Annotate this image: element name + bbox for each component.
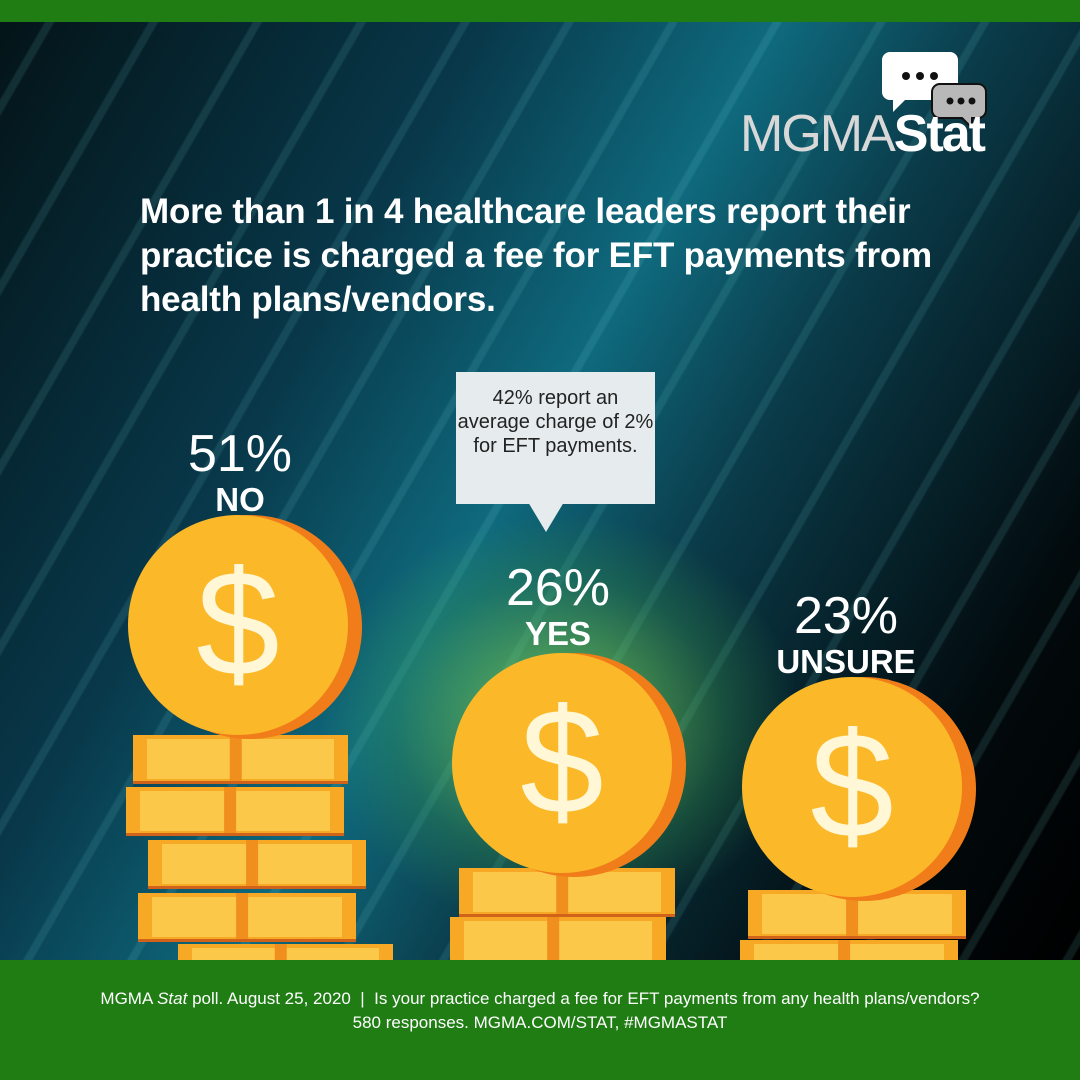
category-label: YES xyxy=(524,615,592,652)
top-bar xyxy=(0,0,1080,22)
callout-bubble: 42% report an average charge of 2% for E… xyxy=(456,372,655,532)
logo-text: MGMAStat xyxy=(740,105,986,163)
stacked-coin xyxy=(126,787,344,836)
stacked-coin xyxy=(450,917,666,960)
footer-line-1: MGMA Stat poll. August 25, 2020 | Is you… xyxy=(100,989,980,1008)
footer-line-2: 580 responses. MGMA.COM/STAT, #MGMASTAT xyxy=(352,1013,728,1032)
coin: $ xyxy=(452,653,686,877)
stacked-coin xyxy=(148,840,366,889)
dollar-sign-icon: $ xyxy=(520,677,603,845)
category-label: UNSURE xyxy=(776,643,916,680)
coin-stack-no: $ xyxy=(126,515,393,960)
coin-stack-yes: $ xyxy=(450,653,686,960)
label-yes: 26% YES xyxy=(428,560,688,652)
value-label: 26% xyxy=(505,559,611,617)
stacked-coin xyxy=(133,735,348,784)
headline: More than 1 in 4 healthcare leaders repo… xyxy=(140,192,932,319)
footer: MGMA Stat poll. August 25, 2020 | Is you… xyxy=(0,960,1080,1080)
value-label: 51% xyxy=(187,425,293,483)
label-no: 51% NO xyxy=(110,426,370,518)
coin: $ xyxy=(742,677,976,901)
dollar-sign-icon: $ xyxy=(196,539,279,707)
label-unsure: 23% UNSURE xyxy=(716,588,976,680)
value-label: 23% xyxy=(793,587,899,645)
stacked-coin xyxy=(740,940,958,960)
category-label: NO xyxy=(215,481,265,518)
coin-stack-unsure: $ xyxy=(740,677,976,960)
stacked-coin xyxy=(459,868,675,917)
coin-stacks: $ $ $ xyxy=(126,515,976,960)
chat-bubbles-icon xyxy=(882,52,987,126)
coin: $ xyxy=(128,515,362,739)
stacked-coin xyxy=(138,893,356,942)
dollar-sign-icon: $ xyxy=(810,701,893,869)
mgma-stat-logo: MGMAStat xyxy=(740,46,1000,163)
stacked-coin xyxy=(178,944,393,960)
